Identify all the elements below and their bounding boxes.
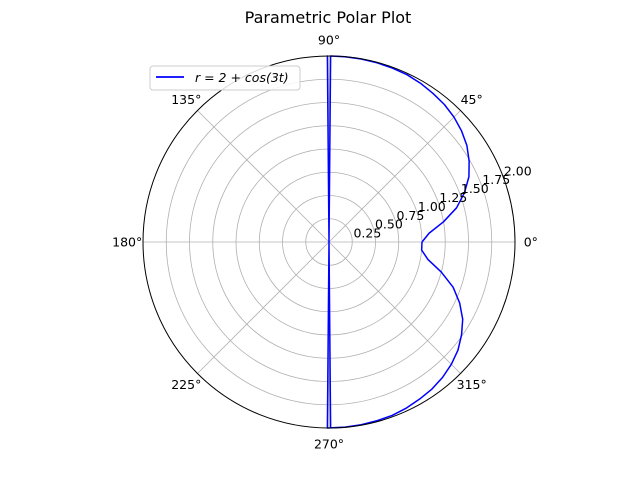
- series-layer: [326, 55, 470, 429]
- theta-tick-labels: 0° 45° 90° 135° 180° 225° 270° 315°: [112, 33, 538, 452]
- theta-grid-line-1: [328, 110, 461, 243]
- r-tick-label-4: 1.00: [418, 199, 446, 214]
- series-line-0: [326, 55, 470, 429]
- r-tick-labels: 0.250.500.751.001.251.501.752.00: [353, 163, 531, 240]
- r-tick-label-6: 1.50: [461, 181, 489, 196]
- r-tick-label-5: 1.25: [439, 190, 467, 205]
- theta-tick-label-0: 0°: [524, 235, 538, 250]
- r-tick-label-2: 0.50: [375, 217, 403, 232]
- theta-grid-line-3: [197, 110, 330, 243]
- theta-tick-label-4: 180°: [112, 235, 142, 250]
- chart-title: Parametric Polar Plot: [245, 8, 412, 27]
- legend: r = 2 + cos(3t): [149, 65, 301, 91]
- theta-tick-label-3: 135°: [171, 92, 201, 107]
- r-tick-label-3: 0.75: [396, 208, 424, 223]
- r-tick-label-1: 0.25: [353, 226, 381, 241]
- theta-tick-label-2: 90°: [318, 33, 340, 48]
- legend-label-r-2-plus-cos-3t: r = 2 + cos(3t): [195, 70, 289, 85]
- theta-grid-line-5: [197, 241, 330, 374]
- polar-frame: [142, 55, 516, 429]
- theta-tick-label-6: 270°: [314, 436, 344, 451]
- polar-grid: [143, 56, 515, 428]
- theta-tick-label-1: 45°: [461, 92, 483, 107]
- theta-grid-line-7: [328, 241, 461, 374]
- r-tick-label-7: 1.75: [482, 172, 510, 187]
- theta-tick-label-7: 315°: [457, 377, 487, 392]
- theta-tick-label-5: 225°: [171, 377, 201, 392]
- r-tick-label-8: 2.00: [504, 163, 532, 178]
- legend-box: [149, 65, 301, 91]
